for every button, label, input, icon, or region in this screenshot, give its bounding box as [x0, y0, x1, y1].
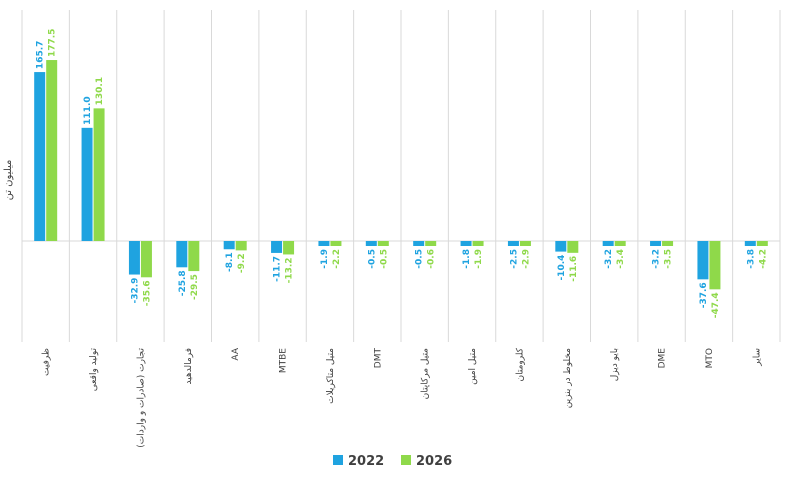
- bar-2026-6: [330, 241, 342, 246]
- bar-2026-11: [567, 241, 579, 253]
- value-label-2022-14: -37.6: [699, 282, 709, 308]
- value-label-2022-6: -1.9: [320, 249, 330, 269]
- category-label-12: بایو دیزل: [610, 348, 620, 381]
- bar-2026-4: [235, 241, 247, 251]
- bar-2022-8: [413, 241, 425, 246]
- category-label-2: تجارت (صادرات و واردات): [136, 348, 146, 448]
- bar-2022-0: [34, 72, 46, 241]
- bar-2022-1: [81, 127, 93, 241]
- category-label-6: متیل متاکریلات: [326, 348, 336, 404]
- value-label-2022-11: -10.4: [557, 255, 567, 281]
- value-label-2022-4: -8.1: [225, 252, 235, 272]
- bar-2026-3: [188, 241, 200, 272]
- bars-layer: [34, 60, 768, 290]
- category-label-5: MTBE: [279, 348, 289, 373]
- bar-2022-6: [318, 241, 330, 246]
- value-label-2022-5: -11.7: [273, 256, 283, 282]
- category-labels: ظرفیت تولید واقعی تجارت (صادرات و واردات) ف…: [42, 347, 763, 448]
- bar-2026-7: [377, 241, 389, 246]
- bar-2026-2: [140, 241, 152, 278]
- bar-2022-2: [128, 241, 140, 275]
- value-label-2026-2: -35.6: [142, 280, 152, 306]
- value-label-2026-10: -2.9: [521, 249, 531, 269]
- bar-2026-15: [756, 241, 768, 246]
- category-label-1: تولید واقعی: [89, 348, 99, 392]
- bar-2022-3: [176, 241, 188, 268]
- value-label-2022-13: -3.2: [652, 249, 662, 269]
- value-label-2026-9: -1.9: [474, 249, 484, 269]
- bar-2026-12: [614, 241, 626, 246]
- category-label-0: ظرفیت: [42, 348, 52, 376]
- legend-label-2026: 2026: [416, 454, 452, 469]
- value-label-2022-7: -0.5: [367, 249, 377, 269]
- value-label-2022-0: 165.7: [36, 41, 46, 69]
- category-label-10: کلرومتان: [515, 347, 525, 381]
- legend-swatch-2026: [401, 455, 411, 465]
- bar-2022-7: [365, 241, 377, 246]
- value-label-2026-14: -47.4: [711, 292, 721, 318]
- value-label-2026-11: -11.6: [569, 256, 579, 282]
- value-label-2026-3: -29.5: [190, 274, 200, 300]
- category-label-15: سایر: [752, 348, 762, 367]
- bar-2022-14: [697, 241, 709, 280]
- value-label-2026-8: -0.6: [427, 249, 437, 269]
- value-label-2026-12: -3.4: [616, 249, 626, 269]
- category-label-14: MTO: [705, 348, 715, 368]
- value-label-2026-7: -0.5: [379, 249, 389, 269]
- legend-label-2022: 2022: [348, 454, 384, 469]
- value-label-2022-12: -3.2: [604, 249, 614, 269]
- bar-2022-5: [271, 241, 283, 253]
- bar-2022-11: [555, 241, 567, 252]
- value-label-2026-13: -3.5: [664, 249, 674, 269]
- y-axis-label: میلیون تن: [3, 160, 14, 201]
- value-label-2022-10: -2.5: [509, 249, 519, 269]
- category-label-13: DME: [658, 348, 668, 369]
- category-label-11: مخلوط در بنزین: [563, 348, 573, 408]
- bar-2026-9: [472, 241, 484, 246]
- category-label-4: AA: [231, 347, 241, 360]
- bar-2026-14: [709, 241, 721, 290]
- value-label-2026-4: -9.2: [237, 253, 247, 273]
- bar-2026-1: [93, 108, 105, 241]
- bar-2022-4: [223, 241, 235, 250]
- legend: 2022 2026: [333, 454, 452, 469]
- category-label-7: DMT: [373, 348, 383, 369]
- bar-2022-9: [460, 241, 472, 246]
- value-label-2022-3: -25.8: [178, 270, 188, 296]
- value-label-2022-1: 111.0: [83, 96, 93, 124]
- value-label-2026-6: -2.2: [332, 249, 342, 269]
- bar-2022-15: [744, 241, 756, 246]
- category-label-9: متیل امین: [468, 348, 478, 385]
- value-label-2026-0: 177.5: [48, 29, 58, 57]
- value-label-2022-2: -32.9: [130, 278, 140, 304]
- category-label-3: فرمالدهید: [184, 348, 194, 384]
- bar-2026-10: [519, 241, 531, 246]
- bar-2022-12: [602, 241, 614, 246]
- bar-2022-13: [650, 241, 662, 246]
- grid-layer: [21, 10, 781, 342]
- bar-2026-8: [425, 241, 437, 246]
- legend-swatch-2022: [333, 455, 343, 465]
- value-label-2022-15: -3.8: [746, 249, 756, 269]
- bar-2026-0: [46, 60, 58, 241]
- value-label-2022-9: -1.8: [462, 249, 472, 269]
- value-label-2026-15: -4.2: [758, 249, 768, 269]
- bar-2022-10: [507, 241, 519, 246]
- value-label-2026-5: -13.2: [285, 257, 295, 283]
- value-label-2022-8: -0.5: [415, 249, 425, 269]
- bar-2026-5: [283, 241, 295, 255]
- bar-2026-13: [662, 241, 674, 246]
- category-label-8: متیل مرکاپتان: [421, 348, 431, 399]
- value-label-2026-1: 130.1: [95, 77, 105, 105]
